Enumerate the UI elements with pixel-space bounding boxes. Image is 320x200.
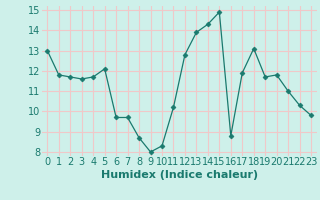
X-axis label: Humidex (Indice chaleur): Humidex (Indice chaleur): [100, 170, 258, 180]
